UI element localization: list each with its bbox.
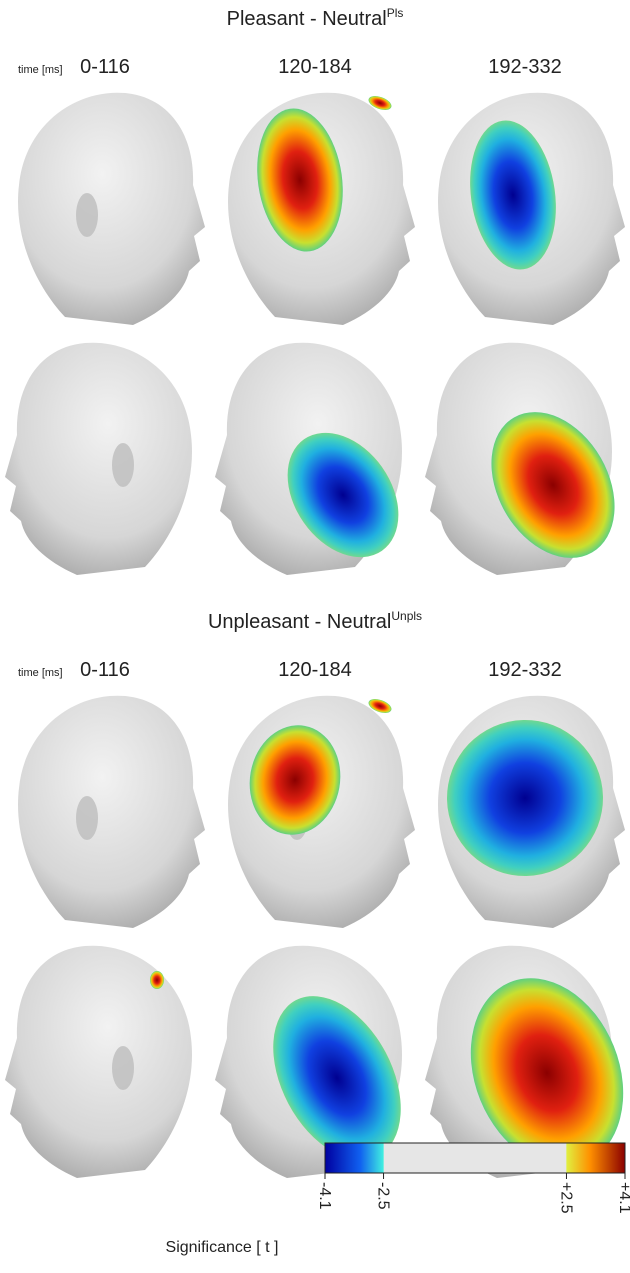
head bbox=[5, 342, 192, 575]
activation-blob bbox=[257, 108, 343, 252]
activation-blob bbox=[470, 120, 556, 270]
labels: Pleasant - NeutralPls time [ms] 0-116 120-1… bbox=[18, 6, 630, 1214]
ear bbox=[112, 443, 134, 487]
title-superscript: Pls bbox=[387, 6, 404, 20]
title-superscript: Unpls bbox=[391, 609, 422, 623]
head bbox=[438, 92, 625, 325]
time-window: 0-116 bbox=[80, 56, 130, 78]
panel-title: Pleasant - NeutralPls bbox=[227, 6, 404, 30]
head-surface bbox=[18, 92, 205, 325]
ear bbox=[76, 193, 98, 237]
time-label: time [ms] bbox=[18, 64, 63, 76]
title-text: Unpleasant - Neutral bbox=[208, 611, 391, 633]
panel-title: Unpleasant - NeutralUnpls bbox=[208, 609, 422, 633]
colorbar-label: Significance [ t ] bbox=[166, 1239, 279, 1256]
head bbox=[228, 92, 415, 325]
head bbox=[228, 695, 415, 928]
head bbox=[215, 342, 402, 575]
head bbox=[438, 695, 625, 928]
activation-blob bbox=[470, 978, 624, 1168]
time-window: 120-184 bbox=[278, 56, 351, 78]
time-window: 120-184 bbox=[278, 659, 351, 681]
colorbar bbox=[324, 1142, 626, 1174]
head bbox=[18, 92, 205, 325]
activation-blob bbox=[491, 412, 615, 558]
time-window: 0-116 bbox=[80, 659, 130, 681]
head-surface bbox=[5, 342, 192, 575]
activation-blob bbox=[273, 996, 401, 1160]
activation-blob bbox=[368, 96, 392, 110]
activation-blob bbox=[150, 971, 164, 989]
ear bbox=[112, 1046, 134, 1090]
colorbar-tick-label: -2.5 bbox=[375, 1182, 392, 1210]
time-label: time [ms] bbox=[18, 667, 63, 679]
head bbox=[5, 945, 192, 1178]
head bbox=[425, 342, 615, 575]
time-window: 192-332 bbox=[488, 659, 561, 681]
colorbar-tick-label: -4.1 bbox=[316, 1182, 333, 1210]
head bbox=[18, 695, 205, 928]
colorbar-tick-label: +4.1 bbox=[616, 1182, 630, 1214]
head bbox=[425, 945, 624, 1178]
title-text: Pleasant - Neutral bbox=[227, 8, 387, 30]
head-surface bbox=[18, 695, 205, 928]
heads bbox=[5, 92, 625, 1178]
time-window: 192-332 bbox=[488, 56, 561, 78]
head bbox=[215, 945, 402, 1178]
ear bbox=[76, 796, 98, 840]
activation-blob bbox=[368, 699, 392, 713]
activation-blob bbox=[447, 720, 603, 876]
activation-blob bbox=[249, 725, 341, 835]
colorbar-tick-label: +2.5 bbox=[557, 1182, 574, 1214]
head-surface bbox=[5, 945, 192, 1178]
activation-blob bbox=[287, 432, 399, 558]
